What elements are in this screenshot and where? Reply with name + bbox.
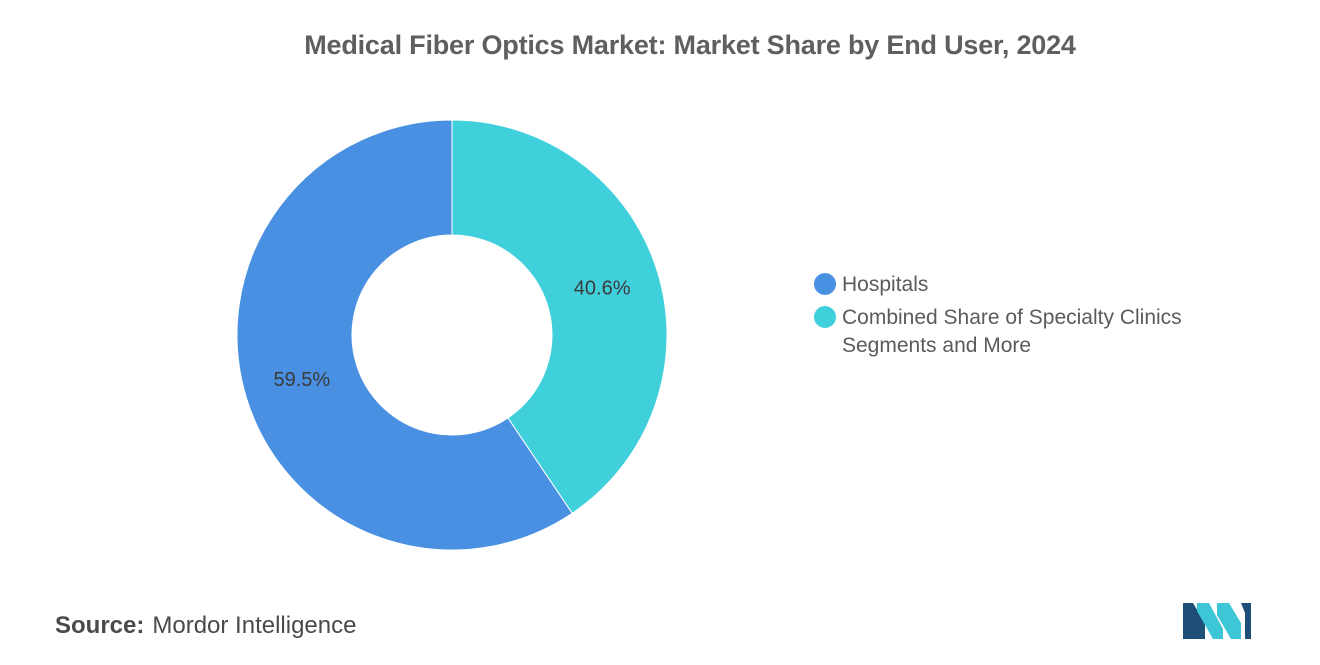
legend-item-hospitals[interactable]: Hospitals bbox=[814, 271, 1234, 299]
mordor-intelligence-logo-icon bbox=[1183, 603, 1251, 639]
donut-slice-specialty-clinics[interactable] bbox=[451, 119, 668, 514]
source-value: Mordor Intelligence bbox=[152, 612, 357, 639]
chart-legend: Hospitals Combined Share of Specialty Cl… bbox=[814, 271, 1234, 365]
legend-swatch-specialty-clinics bbox=[814, 306, 836, 328]
chart-title: Medical Fiber Optics Market: Market Shar… bbox=[304, 30, 1076, 60]
source-credit: Source: Mordor Intelligence bbox=[55, 612, 356, 640]
donut-slice-hospitals[interactable] bbox=[236, 119, 573, 551]
legend-label: Combined Share of Specialty Clinics Segm… bbox=[842, 306, 1182, 357]
source-key: Source: bbox=[55, 612, 145, 639]
slice-value-label-hospitals: 59.5% bbox=[273, 369, 330, 391]
logo-shape-right-b bbox=[1241, 603, 1251, 639]
logo-shape-right-a bbox=[1217, 603, 1241, 639]
legend-swatch-hospitals bbox=[814, 273, 836, 295]
donut-slices bbox=[236, 119, 668, 551]
logo-shape-mid bbox=[1197, 603, 1223, 639]
donut-slice-labels: 40.6% 59.5% bbox=[273, 277, 630, 391]
legend-label: Hospitals bbox=[842, 273, 929, 296]
legend-item-specialty-clinics[interactable]: Combined Share of Specialty Clinics Segm… bbox=[814, 304, 1234, 360]
slice-value-label-specialty-clinics: 40.6% bbox=[574, 277, 631, 299]
logo-shape-left bbox=[1183, 603, 1205, 639]
